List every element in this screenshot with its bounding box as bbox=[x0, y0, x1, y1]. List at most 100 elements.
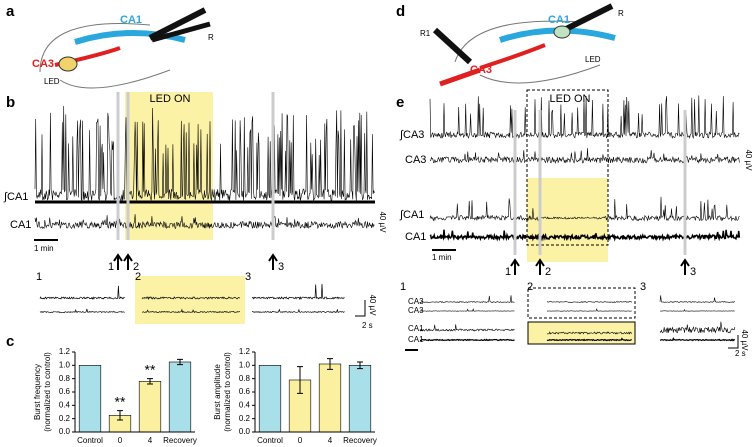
y-tick-label: 1.2 bbox=[239, 347, 251, 356]
led-period-box bbox=[527, 287, 636, 319]
trace bbox=[429, 148, 740, 164]
y-tick-label: 1.2 bbox=[59, 347, 71, 356]
sample-marker bbox=[683, 110, 687, 255]
x-tick-label: Recovery bbox=[163, 436, 197, 445]
y-tick-label: 0.4 bbox=[59, 400, 71, 409]
label: CA1 bbox=[120, 14, 142, 26]
trace bbox=[251, 283, 345, 300]
led-period bbox=[527, 321, 636, 345]
bar bbox=[78, 365, 102, 433]
x-tick-label: 0 bbox=[118, 436, 123, 445]
scale-bar bbox=[728, 335, 739, 349]
trace bbox=[419, 308, 515, 312]
trace bbox=[34, 214, 375, 230]
marker-label: 2 bbox=[527, 281, 533, 293]
trace bbox=[546, 337, 632, 342]
trace-label: ∫CA1 bbox=[399, 209, 424, 221]
trace bbox=[420, 338, 515, 342]
y-tick-label: 1.0 bbox=[59, 360, 71, 369]
marker-label: 3 bbox=[245, 271, 251, 283]
scale-label: 1 min bbox=[34, 244, 54, 253]
arrow bbox=[123, 253, 133, 270]
electrode bbox=[558, 3, 614, 35]
ca3-layer bbox=[479, 43, 546, 70]
label: R bbox=[618, 9, 624, 18]
bar bbox=[168, 361, 192, 433]
trace-label: CA1 bbox=[405, 231, 426, 243]
panel-label: e bbox=[396, 94, 404, 111]
error-bar bbox=[357, 361, 363, 370]
scale-label: 40 µV bbox=[378, 211, 387, 233]
trace-label: CA3 bbox=[405, 154, 426, 166]
trace bbox=[659, 309, 735, 312]
axis bbox=[74, 352, 195, 433]
outline bbox=[59, 69, 171, 89]
led-period bbox=[125, 92, 213, 240]
scale-label: 2 s bbox=[362, 321, 373, 330]
panel-label: d bbox=[396, 3, 405, 20]
scale-label: 1 min bbox=[432, 253, 452, 262]
scale-bar bbox=[355, 300, 366, 317]
trace-label: CA3 bbox=[408, 306, 424, 315]
arrow bbox=[113, 253, 123, 270]
trace bbox=[141, 296, 241, 301]
trace bbox=[34, 105, 375, 202]
trace bbox=[546, 331, 632, 335]
label: LED bbox=[44, 77, 60, 86]
sample-marker bbox=[271, 92, 275, 240]
y-tick-label: 0.6 bbox=[59, 387, 71, 396]
sample-marker bbox=[538, 110, 542, 255]
trace bbox=[660, 337, 736, 342]
error-bar bbox=[297, 366, 303, 394]
marker-label: 1 bbox=[36, 271, 42, 283]
error-bar bbox=[327, 358, 333, 370]
error-bar bbox=[177, 358, 183, 366]
trace bbox=[251, 308, 345, 314]
outline bbox=[479, 64, 601, 84]
y-tick-label: 0.2 bbox=[239, 414, 251, 423]
label: CA1 bbox=[548, 14, 570, 26]
trace-label: CA1 bbox=[408, 324, 424, 333]
scale-label: 40 µV bbox=[740, 329, 749, 351]
y-tick-label: 0.6 bbox=[239, 387, 251, 396]
label: R1 bbox=[420, 29, 431, 38]
trace bbox=[546, 308, 632, 312]
y-tick-label: 1.0 bbox=[239, 360, 251, 369]
y-tick-label: 0.8 bbox=[239, 374, 251, 383]
sample-marker bbox=[116, 92, 120, 240]
bar bbox=[258, 365, 282, 433]
sample-marker bbox=[126, 92, 130, 240]
y-tick-label: 0.8 bbox=[59, 374, 71, 383]
trace bbox=[429, 196, 740, 222]
label: R bbox=[208, 33, 214, 42]
sample-marker bbox=[513, 110, 517, 255]
y-tick-label: 0.4 bbox=[239, 400, 251, 409]
panel-label: b bbox=[6, 94, 15, 111]
trace-label: CA1 bbox=[408, 335, 424, 344]
arrow bbox=[535, 258, 545, 275]
arrow bbox=[680, 258, 690, 275]
trace bbox=[419, 295, 515, 304]
error-bar bbox=[147, 378, 153, 385]
annotation: ** bbox=[145, 361, 156, 377]
bar bbox=[138, 381, 162, 433]
trace bbox=[429, 95, 740, 140]
label: LED ON bbox=[550, 93, 591, 105]
trace-label: ∫CA1 bbox=[3, 191, 28, 203]
scale-label: 2 s bbox=[735, 349, 746, 358]
marker-label: 1 bbox=[505, 266, 511, 278]
x-tick-label: 0 bbox=[298, 436, 303, 445]
trace bbox=[429, 229, 741, 242]
bar bbox=[318, 363, 342, 433]
label: LED bbox=[585, 55, 601, 64]
outline bbox=[39, 23, 151, 73]
marker-label: 2 bbox=[133, 261, 139, 273]
axis bbox=[254, 352, 375, 433]
x-tick-label: 4 bbox=[148, 436, 153, 445]
marker-label: 2 bbox=[135, 271, 141, 283]
label: LED ON bbox=[150, 93, 191, 105]
error-bar bbox=[117, 410, 123, 421]
marker-label: 2 bbox=[545, 266, 551, 278]
arrow bbox=[510, 258, 520, 275]
y-axis-label: Burst frequency(normalized to control) bbox=[33, 352, 52, 432]
